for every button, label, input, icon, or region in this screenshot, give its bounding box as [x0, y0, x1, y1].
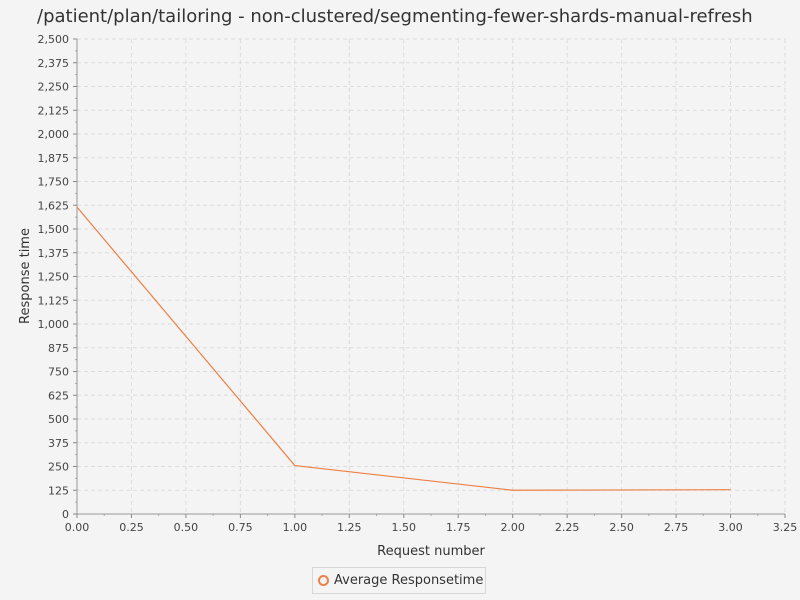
grid-lines: [76, 38, 786, 515]
legend: Average Responsetime: [312, 567, 486, 594]
y-tick-label: 500: [48, 413, 69, 426]
y-tick-label: 1,125: [38, 294, 70, 307]
x-tick-label: 2.25: [555, 521, 580, 534]
x-tick-label: 0.50: [174, 521, 199, 534]
y-tick-label: 1,750: [38, 176, 70, 189]
x-tick-label: 1.75: [446, 521, 471, 534]
x-tick-label: 1.25: [337, 521, 362, 534]
x-tick-label: 3.25: [773, 521, 798, 534]
y-tick-label: 250: [48, 461, 69, 474]
y-axis-label: Response time: [18, 228, 33, 324]
y-tick-label: 625: [48, 389, 69, 402]
y-tick-label: 1,875: [38, 152, 70, 165]
y-tick-label: 1,250: [38, 271, 70, 284]
series-line: [76, 206, 731, 491]
y-tick-label: 2,375: [38, 57, 70, 70]
x-tick-label: 0.25: [119, 521, 144, 534]
series-layer: [76, 206, 731, 491]
y-tick-label: 750: [48, 366, 69, 379]
x-tick-label: 0.75: [228, 521, 253, 534]
x-tick-label: 1.00: [283, 521, 308, 534]
chart-title: /patient/plan/tailoring - non-clustered/…: [37, 6, 753, 27]
y-tick-label: 1,625: [38, 199, 70, 212]
y-tick-label: 375: [48, 437, 69, 450]
x-axis-label: Request number: [377, 544, 485, 559]
y-tick-labels: 0 125 250 375 500 625 750 875 1,000 1,125 1,250 1,3…: [38, 33, 70, 521]
x-tick-label: 2.00: [500, 521, 525, 534]
y-tick-label: 1,500: [38, 223, 70, 236]
axes: [73, 38, 786, 518]
x-tick-label: 0.00: [65, 521, 90, 534]
x-tick-label: 2.50: [609, 521, 634, 534]
y-tick-label: 2,125: [38, 104, 70, 117]
y-tick-label: 0: [62, 508, 69, 521]
y-tick-label: 2,000: [38, 128, 70, 141]
x-tick-label: 1.50: [392, 521, 417, 534]
legend-label: Average Responsetime: [334, 573, 484, 588]
x-tick-labels: 0.00 0.25 0.50 0.75 1.00 1.25 1.50 1.75 2.00 2.25…: [65, 521, 798, 534]
legend-marker-icon: [318, 575, 329, 586]
y-tick-label: 1,375: [38, 247, 70, 260]
y-tick-label: 125: [48, 484, 69, 497]
y-tick-label: 875: [48, 342, 69, 355]
x-tick-label: 2.75: [664, 521, 689, 534]
x-tick-label: 3.00: [718, 521, 743, 534]
y-tick-label: 2,250: [38, 81, 70, 94]
y-tick-label: 1,000: [38, 318, 70, 331]
y-tick-label: 2,500: [38, 33, 70, 46]
